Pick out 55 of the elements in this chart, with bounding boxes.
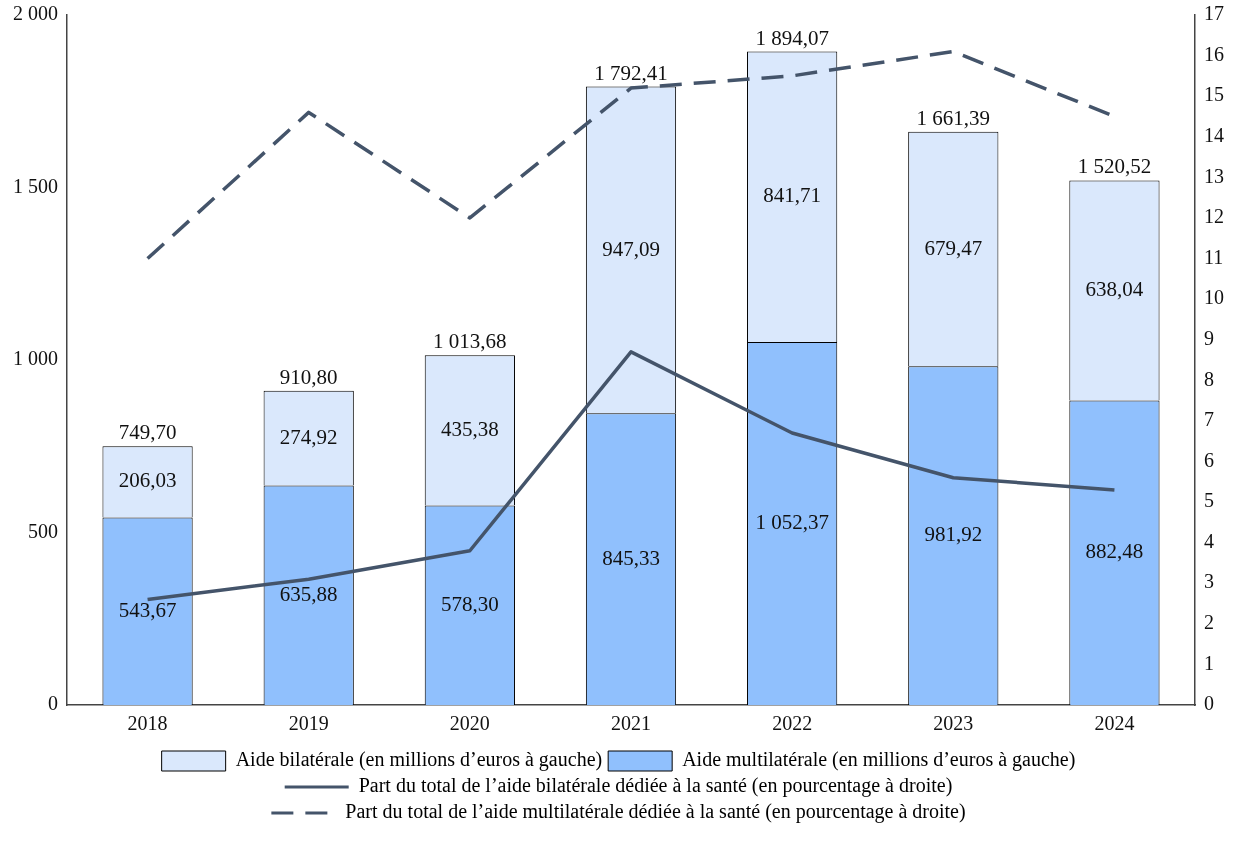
data-label: 638,04 [1085,277,1144,301]
y-tick-label: 1 500 [13,174,58,197]
data-label: 435,38 [440,416,499,441]
y2-tick-label: 12 [1204,205,1224,228]
y2-tick-label: 4 [1204,529,1214,552]
total-label: 1 894,07 [755,25,829,50]
data-label: 679,47 [924,235,983,260]
y2-tick-label: 1 [1204,651,1214,674]
y-tick-label: 2 000 [13,2,58,25]
total-label: 1 520,52 [1077,154,1152,179]
y2-tick-label: 14 [1204,124,1224,147]
x-tick-label: 2018 [127,712,168,735]
x-tick-label: 2024 [1094,712,1135,735]
y2-tick-label: 7 [1204,408,1214,431]
legend-label: Aide multilatérale (en millions d’euros à gauche) [682,748,1076,772]
y2-tick-label: 8 [1204,367,1214,390]
x-tick-label: 2021 [611,712,651,735]
y2-tick-label: 0 [1204,692,1214,715]
data-label: 841,71 [763,183,822,208]
total-label: 1 013,68 [433,329,507,354]
y2-tick-label: 5 [1204,489,1214,512]
y2-tick-label: 2 [1204,611,1214,634]
total-label: 749,70 [118,420,177,445]
y2-tick-label: 6 [1204,448,1214,471]
data-label: 543,67 [118,597,177,622]
data-label: 635,88 [279,581,338,606]
y2-tick-label: 11 [1204,245,1224,268]
y2-tick-label: 3 [1204,570,1214,593]
x-tick-label: 2019 [288,712,329,735]
x-tick-label: 2023 [933,712,974,735]
y-tick-label: 500 [28,519,58,542]
legend-label: Aide bilatérale (en millions d’euros à gauche) [235,748,603,772]
data-label: 274,92 [279,424,338,449]
y2-tick-label: 15 [1204,83,1224,106]
data-label: 845,33 [602,545,660,570]
y-tick-label: 1 000 [13,347,58,370]
y2-tick-label: 16 [1204,42,1224,65]
data-label: 1 052,37 [755,509,829,534]
y2-tick-label: 9 [1204,326,1214,349]
data-label: 947,09 [602,236,660,261]
x-tick-label: 2020 [449,712,490,735]
y2-tick-label: 10 [1204,286,1224,309]
total-label: 1 661,39 [916,105,991,130]
legend-label: Part du total de l’aide bilatérale dédiée à la santé (en pourcentage à droite) [358,774,953,798]
data-label: 882,48 [1085,539,1144,564]
data-label: 981,92 [924,522,983,547]
x-tick-label: 2022 [772,712,813,735]
y2-tick-label: 13 [1204,164,1224,187]
legend-label: Part du total de l’aide multilatérale dédiée à la santé (en pourcentage à droite) [345,800,966,824]
y2-tick-label: 17 [1204,2,1224,25]
y-tick-label: 0 [48,692,58,715]
data-label: 206,03 [118,468,177,493]
total-label: 910,80 [279,364,338,389]
data-label: 578,30 [440,591,499,616]
total-label: 1 792,41 [594,60,668,85]
